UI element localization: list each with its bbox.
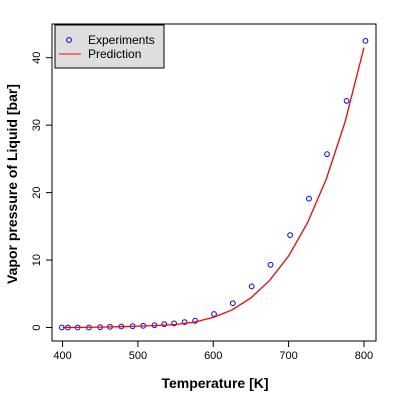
y-tick-label: 0 bbox=[31, 324, 43, 330]
experiment-point bbox=[248, 283, 255, 290]
x-tick-label: 600 bbox=[204, 350, 222, 362]
y-axis-title: Vapor pressure of Liquid [bar] bbox=[4, 84, 20, 284]
plot-area: 400 500 600 700 800 0 10 20 30 40 bbox=[31, 23, 377, 362]
y-tick-label: 20 bbox=[31, 186, 43, 198]
experiment-point bbox=[362, 37, 369, 44]
experiment-point bbox=[181, 319, 188, 326]
prediction-line bbox=[62, 47, 365, 329]
legend-experiments-marker bbox=[66, 37, 72, 43]
experiment-point bbox=[306, 195, 312, 202]
x-tick-label: 700 bbox=[279, 350, 297, 362]
experiment-point bbox=[267, 261, 274, 268]
experiment-point bbox=[229, 300, 236, 307]
experiment-point bbox=[171, 320, 177, 327]
legend-prediction-label: Prediction bbox=[88, 47, 141, 61]
x-tick-label: 800 bbox=[355, 350, 373, 362]
experiment-point bbox=[324, 151, 330, 158]
experiment-point bbox=[161, 321, 168, 328]
legend-box bbox=[54, 24, 165, 69]
experiment-point bbox=[287, 232, 294, 239]
y-tick-label: 30 bbox=[31, 119, 43, 131]
y-tick-label: 40 bbox=[31, 52, 43, 64]
x-axis-title: Temperature [K] bbox=[161, 375, 268, 391]
x-tick-label: 400 bbox=[53, 350, 71, 362]
legend-experiments-label: Experiments bbox=[88, 33, 155, 47]
legend: Experiments Prediction bbox=[54, 24, 165, 69]
y-tick-label: 10 bbox=[31, 254, 43, 266]
plot-frame bbox=[51, 23, 377, 342]
experiment-point bbox=[343, 97, 350, 104]
x-tick-label: 500 bbox=[129, 350, 147, 362]
